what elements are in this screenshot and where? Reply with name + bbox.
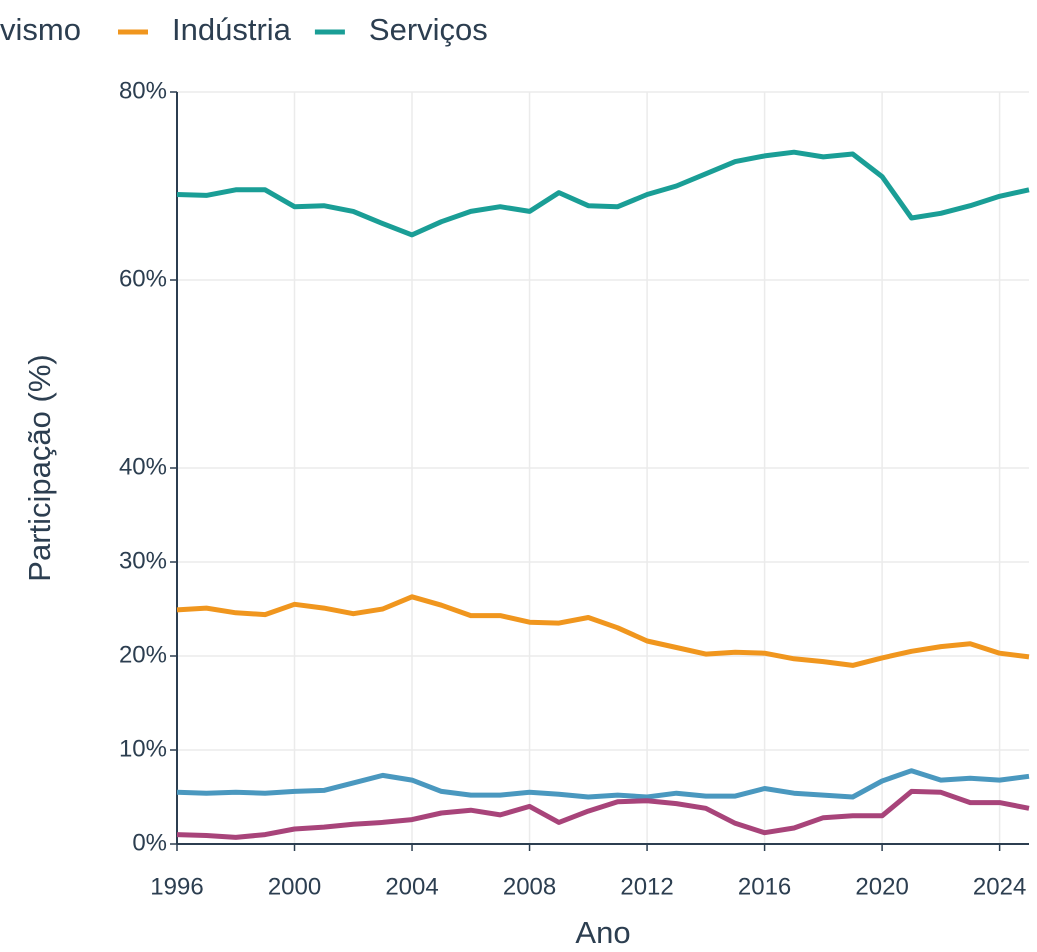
y-tick-label: 80% [119,77,167,104]
x-tick-label: 2020 [855,873,908,900]
x-tick-label: 2012 [620,873,673,900]
x-tick-label: 2008 [503,873,556,900]
legend-fragment: vismo [0,12,81,47]
series-line [176,788,1030,840]
x-tick-label: 2000 [268,873,321,900]
y-tick-label: 30% [119,547,167,574]
y-tick-label: 0% [132,829,167,856]
series-line [176,594,1030,668]
y-tick-label: 20% [119,641,167,668]
legend-label: Serviços [369,12,488,47]
y-tick-label: 10% [119,735,167,762]
x-tick-label: 2016 [738,873,791,900]
x-tick-label: 2024 [973,873,1026,900]
y-tick-label: 40% [119,453,167,480]
legend-label: Indústria [172,12,292,47]
y-tick-label: 60% [119,265,167,292]
x-tick-label: 1996 [150,873,203,900]
series-line [176,768,1030,800]
x-tick-label: 2004 [385,873,438,900]
y-axis-title: Participação (%) [22,354,57,581]
x-axis-title: Ano [575,915,630,950]
series-line [176,149,1030,238]
